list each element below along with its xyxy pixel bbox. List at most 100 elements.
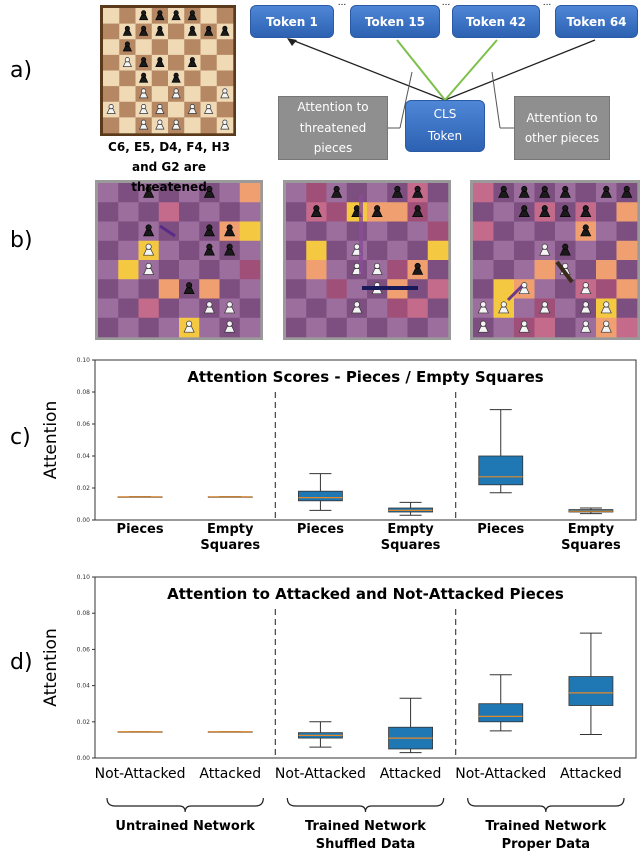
box: [478, 455, 524, 486]
square: [407, 298, 429, 319]
square: [239, 183, 261, 203]
cls-token: CLS Token: [405, 100, 485, 152]
square: [119, 86, 136, 103]
square: [219, 279, 241, 299]
connector: [399, 71, 413, 129]
square: [184, 39, 201, 56]
piece: [203, 306, 215, 314]
square: [306, 298, 327, 319]
piece: [145, 243, 152, 250]
square: [326, 298, 348, 319]
piece: [173, 88, 179, 94]
square: [286, 260, 307, 280]
square: [158, 317, 180, 338]
square: [473, 221, 494, 242]
piece: [189, 10, 195, 16]
square: [103, 39, 120, 56]
piece: [139, 61, 149, 67]
square: [493, 240, 515, 261]
piece: [183, 326, 195, 333]
piece: [500, 301, 507, 308]
ellipsis: ...: [337, 0, 347, 8]
x-tick-label: Not-Attacked: [94, 766, 186, 782]
ellipsis: ...: [441, 0, 451, 8]
y-tick-label: 0.00: [77, 517, 91, 524]
chessboard: [95, 180, 263, 340]
square: [151, 39, 169, 56]
x-tick-label: Pieces: [296, 522, 344, 537]
piece: [139, 77, 149, 83]
square: [387, 260, 408, 280]
square: [168, 101, 185, 118]
piece: [189, 25, 195, 32]
piece: [155, 30, 165, 36]
square: [387, 298, 408, 319]
square: [427, 202, 449, 222]
square: [184, 117, 201, 134]
square: [199, 260, 220, 280]
square: [306, 183, 327, 203]
piece: [206, 301, 213, 308]
piece: [173, 10, 179, 16]
piece: [206, 243, 213, 250]
square: [616, 317, 638, 338]
square: [387, 202, 408, 222]
x-tick-label: Not-Attacked: [455, 766, 547, 782]
square: [119, 70, 136, 87]
piece: [203, 229, 215, 237]
attention-arrow: [159, 224, 176, 238]
piece: [351, 306, 363, 314]
square: [346, 221, 368, 242]
square: [239, 317, 261, 338]
square: [473, 279, 494, 299]
square: [427, 240, 449, 261]
piece: [412, 210, 424, 218]
square: [119, 117, 136, 134]
square: [286, 279, 307, 299]
square: [427, 298, 449, 319]
piece: [141, 88, 147, 94]
panel-label: b): [10, 228, 33, 253]
piece: [623, 185, 630, 193]
square: [103, 54, 120, 71]
piece: [521, 320, 528, 327]
square: [179, 183, 200, 203]
square: [427, 183, 449, 203]
piece: [374, 205, 381, 212]
y-axis-label: Attention: [41, 401, 61, 479]
piece: [222, 25, 228, 32]
square: [184, 86, 201, 103]
square: [387, 221, 408, 242]
group-bracket: [467, 797, 625, 813]
square: [158, 260, 180, 280]
piece: [603, 185, 610, 193]
square: [534, 221, 556, 242]
x-tick-label: Empty Squares: [200, 522, 261, 554]
y-tick-label: 0.00: [77, 755, 91, 762]
square: [306, 221, 327, 242]
group-label: Trained Network Proper Data: [485, 819, 607, 852]
square: [367, 183, 388, 203]
piece: [226, 320, 233, 327]
piece: [141, 104, 147, 110]
square: [596, 260, 617, 280]
square: [138, 317, 160, 338]
square: [286, 298, 307, 319]
piece: [224, 229, 236, 237]
piece: [498, 306, 510, 314]
piece: [580, 326, 592, 333]
square: [179, 240, 200, 261]
connector: [491, 71, 501, 129]
chart-title: Attention Scores - Pieces / Empty Square…: [187, 368, 543, 386]
piece: [580, 287, 592, 295]
piece: [155, 61, 165, 67]
piece: [394, 185, 401, 193]
piece: [226, 301, 233, 308]
piece: [145, 224, 152, 231]
square: [118, 221, 139, 242]
piece: [141, 119, 147, 125]
square: [199, 279, 220, 299]
board-caption: C6, E5, D4, F4, H3 and G2 are threatened: [108, 140, 230, 194]
piece: [220, 124, 230, 130]
piece: [541, 205, 548, 212]
